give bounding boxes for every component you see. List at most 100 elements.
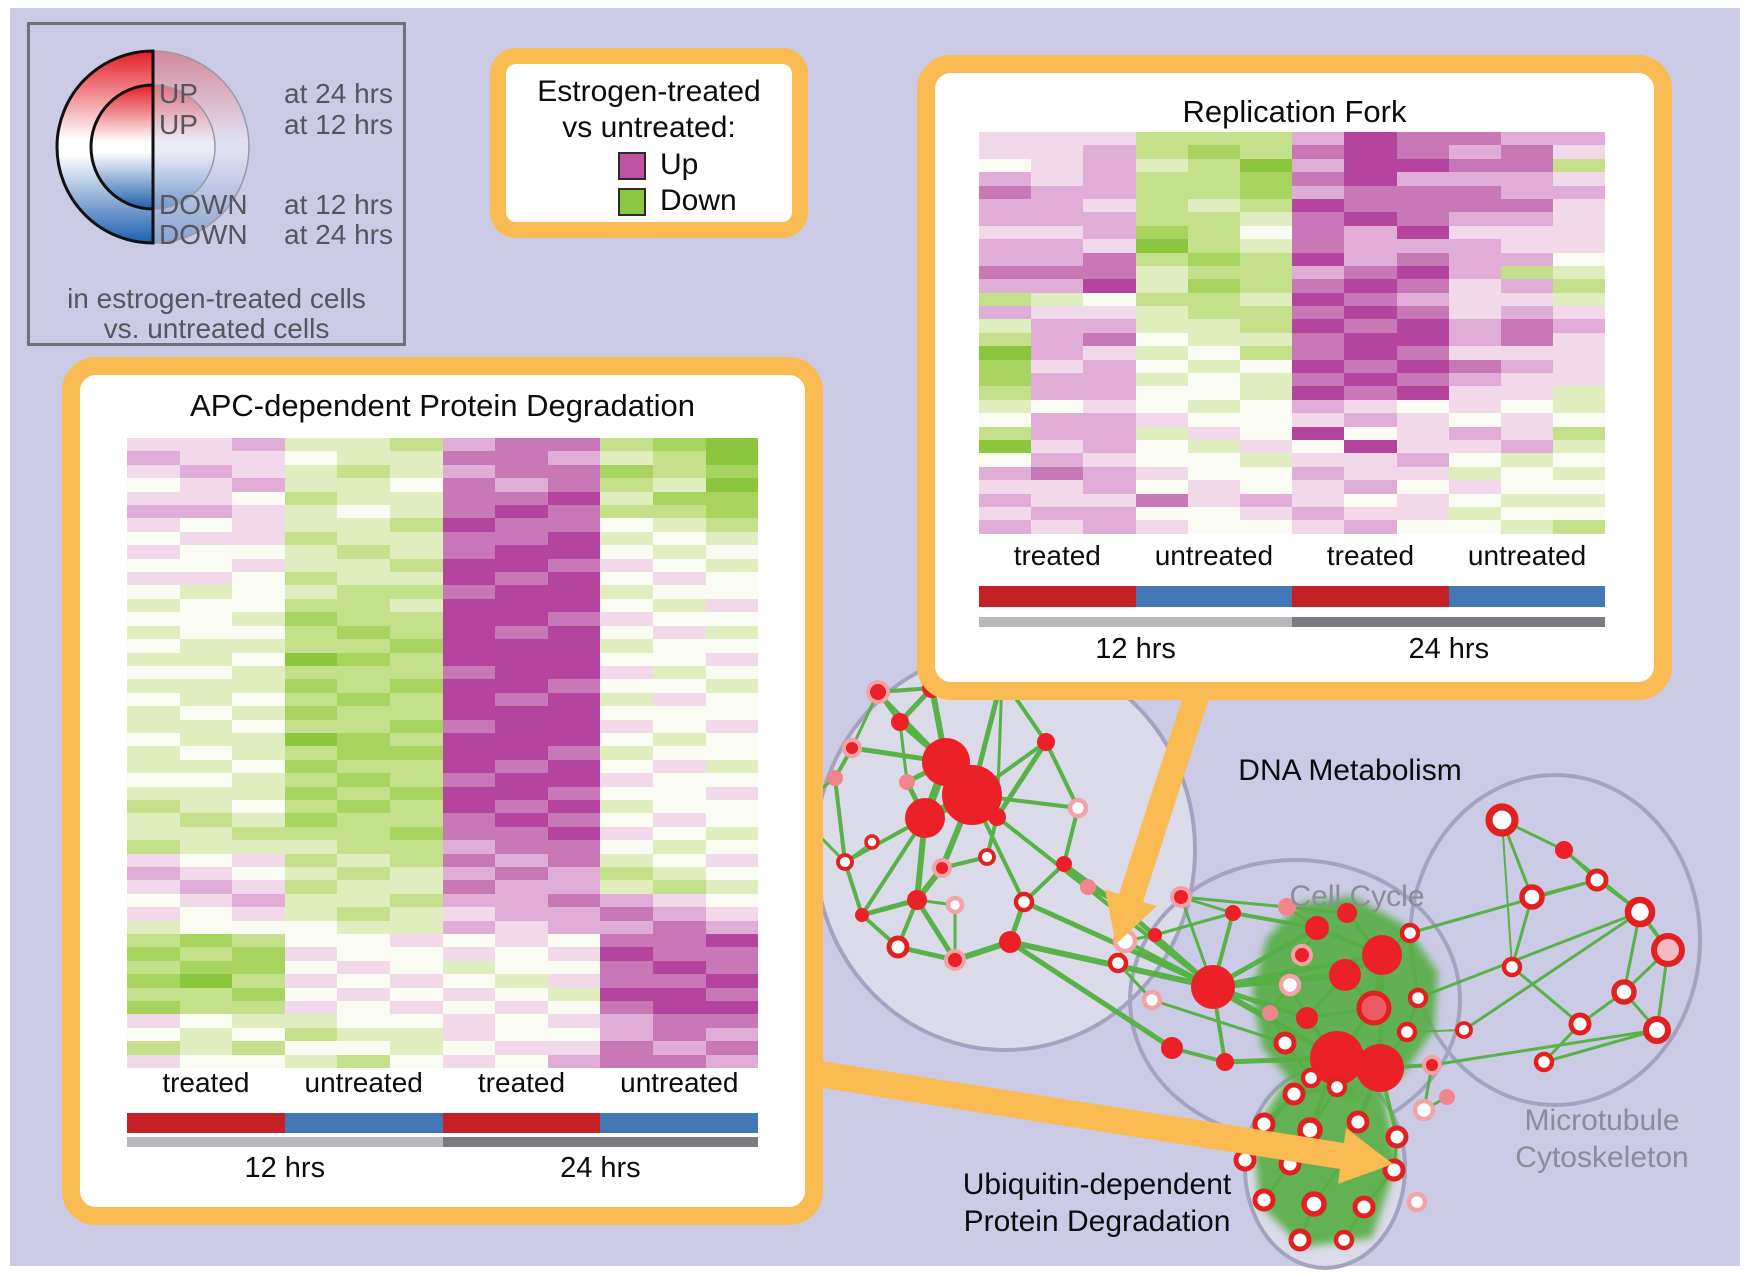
heatmap-cell xyxy=(1344,252,1397,266)
heatmap-cell xyxy=(284,799,338,814)
ubiquitin-label-line1: Ubiquitin-dependent xyxy=(962,1168,1232,1201)
heatmap-cell xyxy=(1448,359,1501,374)
heatmap-cell xyxy=(389,639,443,653)
network-node xyxy=(988,808,1006,826)
heatmap-cell xyxy=(495,545,548,559)
heatmap-cell xyxy=(1083,292,1136,307)
heatmap-cell xyxy=(389,773,443,787)
heatmap-cell xyxy=(1031,466,1084,481)
time-bar-12 hrs xyxy=(979,617,1293,627)
heatmap-cell xyxy=(1344,185,1397,199)
heatmap-cell xyxy=(232,625,285,640)
heatmap-cell xyxy=(600,665,653,680)
heatmap-cell xyxy=(284,987,338,1002)
heatmap-cell xyxy=(127,706,180,720)
heatmap-cell xyxy=(389,1001,443,1015)
heatmap-cell xyxy=(337,1001,390,1015)
heatmap-cell xyxy=(705,853,759,867)
heatmap-cell xyxy=(1500,453,1554,467)
heatmap-cell xyxy=(1553,132,1606,146)
heatmap-cell xyxy=(284,1041,338,1055)
heatmap-cell xyxy=(495,505,548,519)
heatmap-cell xyxy=(1500,185,1554,199)
heatmap-cell xyxy=(495,773,548,787)
heatmap-cell xyxy=(495,960,548,975)
heatmap-row xyxy=(127,572,759,586)
heatmap-cell xyxy=(1292,346,1345,360)
arrow-apc-to-ubiquitin xyxy=(804,1059,1393,1184)
heatmap-cell xyxy=(389,987,443,1002)
heatmap-cell xyxy=(495,531,548,546)
heatmap-cell xyxy=(232,1014,285,1028)
heatmap-cell xyxy=(284,826,338,841)
heatmap-cell xyxy=(1135,426,1188,440)
heatmap-cell xyxy=(1396,453,1449,467)
heatmap-cell xyxy=(1396,332,1449,347)
heatmap-row xyxy=(979,172,1606,186)
heatmap-cell xyxy=(1553,346,1606,360)
heatmap-cell xyxy=(389,907,443,921)
heatmap-cell xyxy=(127,974,180,988)
heatmap-cell xyxy=(127,880,180,894)
network-node xyxy=(827,770,843,786)
heatmap-cell xyxy=(979,493,1032,507)
network-node xyxy=(886,935,910,959)
heatmap-cell xyxy=(1396,185,1449,199)
heatmap-cell xyxy=(1344,319,1397,333)
heatmap-cell xyxy=(1553,386,1606,400)
heatmap-cell xyxy=(337,853,390,867)
heatmap-cell xyxy=(495,451,548,465)
heatmap-cell xyxy=(705,491,759,506)
down-color-swatch xyxy=(618,188,646,216)
heatmap-cell xyxy=(232,907,285,921)
heatmap-cell xyxy=(337,893,390,908)
heatmap-cell xyxy=(652,598,706,613)
heatmap-cell xyxy=(1083,466,1136,481)
heatmap-cell xyxy=(652,759,706,774)
heatmap-cell xyxy=(652,799,706,814)
heatmap-cell xyxy=(1239,239,1293,253)
heatmap-cell xyxy=(1083,493,1136,507)
network-node xyxy=(1305,916,1329,940)
heatmap-row xyxy=(127,679,759,693)
heatmap-cell xyxy=(442,1014,496,1028)
heatmap-cell xyxy=(389,545,443,559)
network-edge xyxy=(898,720,909,784)
heatmap-cell xyxy=(179,451,233,465)
heatmap-cell xyxy=(442,505,496,519)
heatmap-cell xyxy=(337,665,390,680)
heatmap-cell xyxy=(389,652,443,666)
heatmap-row xyxy=(127,987,759,1002)
heatmap-cell xyxy=(284,451,338,465)
heatmap-cell xyxy=(652,719,706,733)
up-color-swatch xyxy=(618,152,646,180)
heatmap-cell xyxy=(705,451,759,465)
legend-item-up: Up xyxy=(506,148,792,182)
heatmap-cell xyxy=(705,1041,759,1055)
heatmap-row xyxy=(127,665,759,680)
heatmap-cell xyxy=(979,198,1032,213)
heatmap-cell xyxy=(547,531,601,546)
heatmap-cell xyxy=(652,464,706,479)
heatmap-row xyxy=(127,853,759,867)
heatmap-cell xyxy=(1553,506,1606,521)
heatmap-cell xyxy=(179,598,233,613)
heatmap-cell xyxy=(1031,346,1084,360)
heatmap-cell xyxy=(1083,453,1136,467)
heatmap-cell xyxy=(337,840,390,854)
heatmap-row xyxy=(979,506,1606,521)
heatmap-cell xyxy=(705,612,759,626)
heatmap-cell xyxy=(495,679,548,693)
legend-down-12-label: DOWN xyxy=(159,189,248,220)
heatmap-row xyxy=(979,292,1606,307)
heatmap-cell xyxy=(547,732,601,747)
heatmap-cell xyxy=(652,773,706,787)
heatmap-row xyxy=(979,493,1606,507)
heatmap-cell xyxy=(495,625,548,640)
heatmap-cell xyxy=(1292,172,1345,186)
heatmap-cell xyxy=(232,692,285,707)
heatmap-cell xyxy=(547,759,601,774)
heatmap-cell xyxy=(232,598,285,613)
heatmap-cell xyxy=(547,1041,601,1055)
heatmap-cell xyxy=(1344,439,1397,454)
